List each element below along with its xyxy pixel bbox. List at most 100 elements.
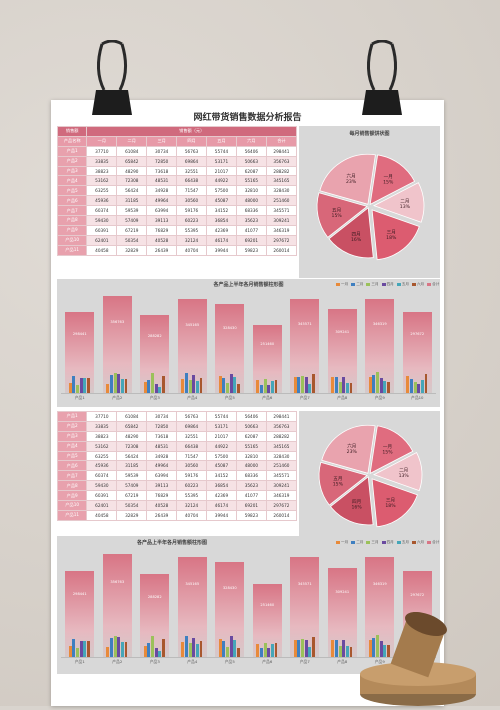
month-bar — [120, 378, 124, 393]
table-cell: 36854 — [206, 215, 237, 226]
table-cell: 56406 — [235, 145, 267, 157]
bar-title-bottom: 各产品上半年各月销售额柱形图 — [136, 540, 207, 546]
table-cell: 60374 — [86, 205, 118, 217]
table-cell: 66438 — [176, 440, 208, 452]
table-cell: 50354 — [116, 234, 148, 246]
pie-label: 二月 — [400, 198, 409, 204]
table-cell: 72308 — [116, 175, 148, 187]
legend-item: 合计 — [427, 540, 439, 545]
table-cell: 45087 — [206, 195, 237, 207]
legend-swatch — [381, 282, 386, 286]
month-bar — [270, 380, 274, 393]
x-tick-label: 产品9 — [374, 659, 385, 664]
table-cell: 71547 — [176, 450, 208, 462]
table-row: 产品8 59430 57409 39113 60223 36854 35623 309241 — [56, 215, 298, 226]
table-corner-top: 销售额 — [56, 126, 88, 137]
month-bar — [331, 639, 335, 657]
table-row: 产品4 53162 72308 48531 66438 44922 55165 345165 — [56, 175, 298, 187]
month-bar — [117, 373, 121, 393]
legend-swatch — [427, 540, 432, 544]
bar-value-label: 288282 — [147, 594, 162, 599]
table-col-header: 五月 — [206, 135, 237, 147]
x-tick-label: 产品3 — [149, 659, 160, 664]
month-bar — [424, 374, 428, 393]
table-cell: 251460 — [265, 460, 298, 472]
legend-swatch — [411, 540, 416, 544]
bar-value-label: 346319 — [372, 322, 387, 327]
month-bar — [270, 643, 274, 657]
legend-label: 二月 — [356, 540, 364, 544]
bar-value-label: 309241 — [335, 329, 350, 334]
table-cell: 26439 — [146, 244, 178, 256]
month-bar — [79, 640, 83, 657]
legend-swatch — [366, 540, 371, 544]
sales-table-top: 销售额 销售额（元） 产品名称 一月 二月 三月 四月 五月 六月 合计 产品1 37710 61084… — [56, 126, 298, 256]
table-cell: 65842 — [116, 155, 148, 167]
legend-label: 三月 — [371, 282, 379, 286]
month-bar — [387, 645, 390, 657]
table-cell: 251460 — [265, 195, 298, 207]
month-bar — [342, 376, 346, 393]
table-cell: 55395 — [176, 224, 208, 236]
legend-swatch — [396, 540, 401, 544]
bar-value-label: 345571 — [297, 322, 312, 327]
month-bar — [349, 383, 353, 393]
table-cell: 328430 — [265, 450, 298, 462]
table-cell: 69201 — [235, 234, 267, 246]
month-bar — [109, 375, 113, 393]
table-cell: 260014 — [265, 509, 298, 521]
table-cell: 34928 — [146, 185, 178, 197]
legend-swatch — [411, 282, 416, 286]
legend-label: 五月 — [401, 540, 409, 544]
pie-pct: 23% — [346, 179, 357, 185]
month-bar — [154, 384, 158, 393]
bar-value-label: 288282 — [147, 334, 162, 339]
month-bar — [345, 382, 349, 393]
table-row: 产品3 38823 48290 73618 32551 21017 62087 288282 — [56, 430, 298, 442]
legend-label: 三月 — [371, 540, 379, 544]
table-cell: 309241 — [265, 480, 298, 492]
table-cell: 60391 — [86, 490, 118, 502]
table-cell: 49964 — [146, 460, 178, 472]
table-col-header: 一月 — [86, 135, 118, 147]
bar-value-label: 356763 — [110, 579, 125, 584]
bar-value-label: 298441 — [72, 592, 87, 597]
pie-slice-3 — [371, 478, 418, 528]
month-bar — [222, 640, 226, 657]
pie-slice-1 — [369, 425, 414, 475]
legend-swatch — [351, 282, 356, 286]
month-bar — [237, 384, 240, 393]
legend-item: 六月 — [411, 540, 424, 545]
month-bar — [334, 377, 338, 393]
table-cell: 50354 — [116, 500, 148, 511]
x-tick-label: 产品1 — [74, 659, 85, 664]
bar-value-label: 251460 — [260, 602, 275, 607]
table-cell: 38823 — [86, 430, 118, 442]
table-cell: 57500 — [206, 185, 237, 197]
pie-label: 一月 — [384, 174, 393, 180]
table-cell: 33835 — [86, 155, 118, 167]
table-cell: 65842 — [116, 420, 148, 432]
row-product-name: 产品11 — [56, 509, 88, 521]
table-cell: 59823 — [235, 244, 267, 256]
legend-label: 六月 — [416, 282, 425, 286]
table-cell: 69864 — [176, 155, 208, 167]
month-bar — [113, 373, 117, 393]
pie-pct: 16% — [351, 237, 362, 243]
month-bar — [147, 379, 151, 393]
table-cell: 32810 — [235, 185, 267, 197]
month-bar — [372, 374, 376, 393]
table-cell: 49964 — [146, 195, 178, 207]
month-bar — [72, 376, 76, 393]
table-cell: 297672 — [265, 500, 298, 511]
table-cell: 48531 — [146, 175, 178, 187]
month-bar — [184, 636, 188, 657]
binder-clip-left — [92, 39, 132, 120]
x-tick-label: 产品6 — [262, 395, 273, 400]
row-product-name: 产品3 — [56, 165, 88, 177]
table-cell: 26439 — [146, 509, 178, 521]
legend-label: 四月 — [386, 282, 394, 286]
legend-label: 一月 — [341, 282, 349, 286]
month-bar — [301, 375, 305, 393]
